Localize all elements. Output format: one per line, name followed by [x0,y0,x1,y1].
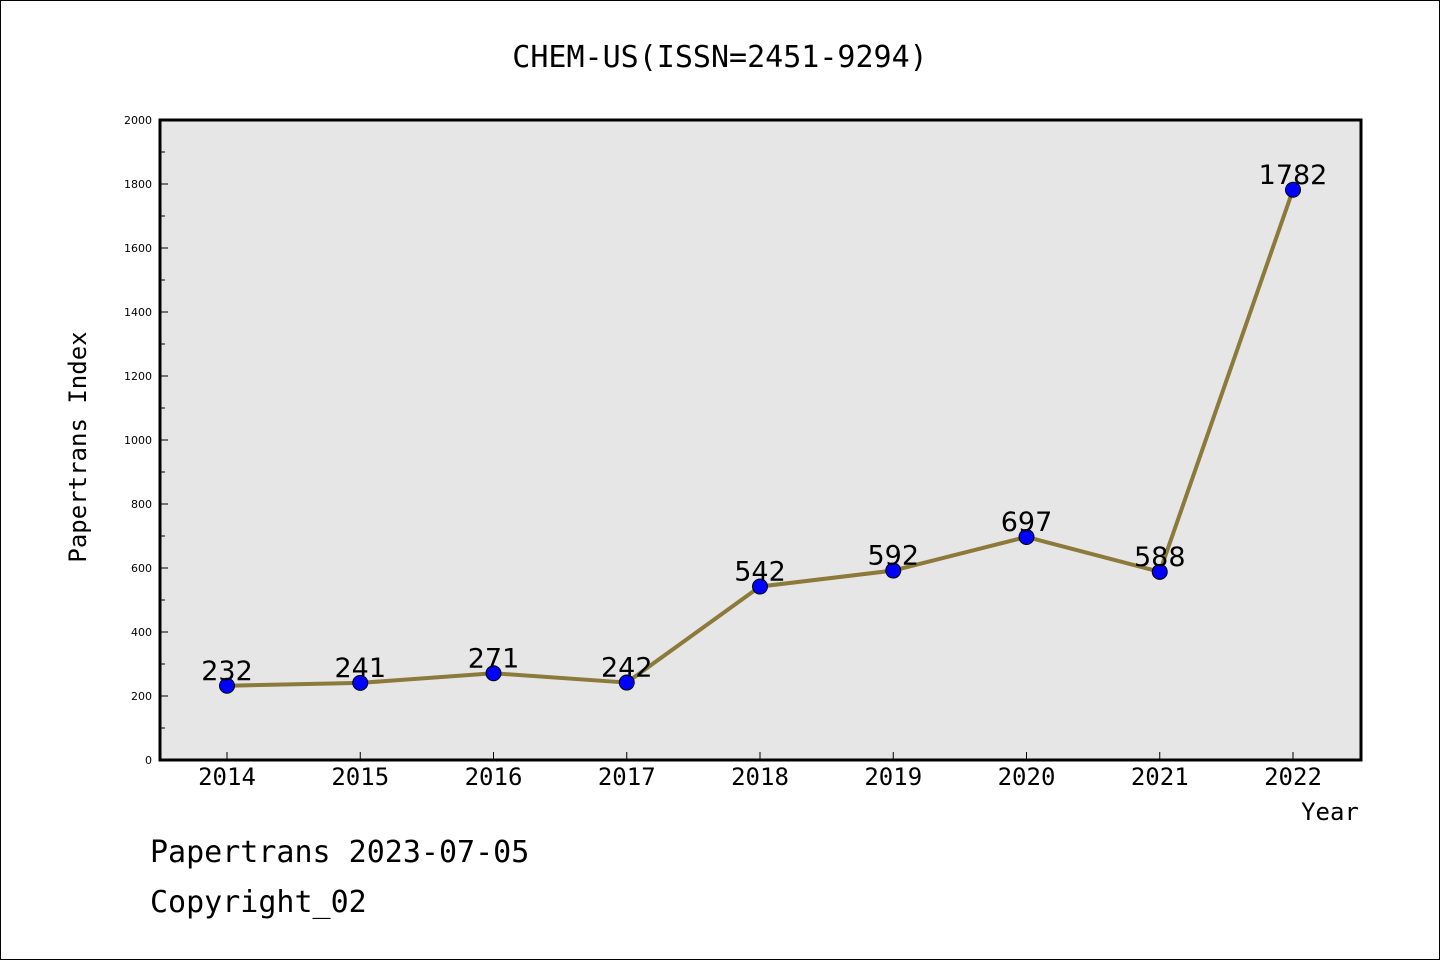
y-tick-label: 600 [131,562,152,575]
data-label: 232 [201,656,253,687]
data-label: 592 [867,541,919,572]
y-tick-label: 0 [145,754,152,767]
data-point [618,674,635,691]
y-tick-label: 1000 [124,434,152,447]
data-point [1285,181,1301,198]
data-label: 588 [1134,542,1186,573]
data-point [485,665,502,682]
y-tick-label: 2000 [124,114,152,127]
y-tick-label: 200 [131,690,152,703]
y-tick-label: 1800 [124,178,152,191]
x-tick-label: 2021 [1131,763,1189,791]
data-label: 697 [1001,507,1053,538]
x-tick-label: 2015 [331,763,389,791]
x-tick-label: 2022 [1264,763,1322,791]
data-label: 241 [334,653,386,684]
data-point [1151,563,1168,580]
data-point [885,562,902,579]
x-tick-label: 2016 [465,763,523,791]
y-axis: 0 200 400 600 800 1000 1200 1400 1600 1800 2000 [124,114,168,767]
x-axis: 2014 2015 2016 2017 2018 2019 2020 2021 2022 [198,752,1322,791]
series-group: 232 241 271 242 542 592 697 588 1782 [201,160,1327,694]
footer-copyright-text: Copyright_02 [150,885,367,920]
data-point [752,578,768,595]
plot-area [158,118,1363,762]
y-axis-label: Papertrans Index [64,331,92,562]
data-point [352,674,369,691]
chart-title: CHEM-US(ISSN=2451-9294) [512,40,927,75]
x-tick-label: 2018 [731,763,789,791]
data-point [1018,528,1035,545]
y-tick-label: 1200 [124,370,152,383]
y-tick-label: 400 [131,626,152,639]
y-tick-label: 1600 [124,242,152,255]
data-label: 271 [468,643,520,674]
data-label: 242 [601,653,653,684]
x-tick-label: 2017 [598,763,656,791]
x-tick-label: 2014 [198,763,256,791]
data-label: 1782 [1259,160,1328,191]
x-axis-label: Year [1301,798,1359,826]
x-tick-label: 2020 [998,763,1056,791]
data-label: 542 [734,557,786,588]
y-tick-label: 1400 [124,306,152,319]
x-tick-label: 2019 [864,763,922,791]
data-point [219,677,235,694]
y-tick-label: 800 [131,498,152,511]
footer-date-text: Papertrans 2023-07-05 [150,835,530,870]
